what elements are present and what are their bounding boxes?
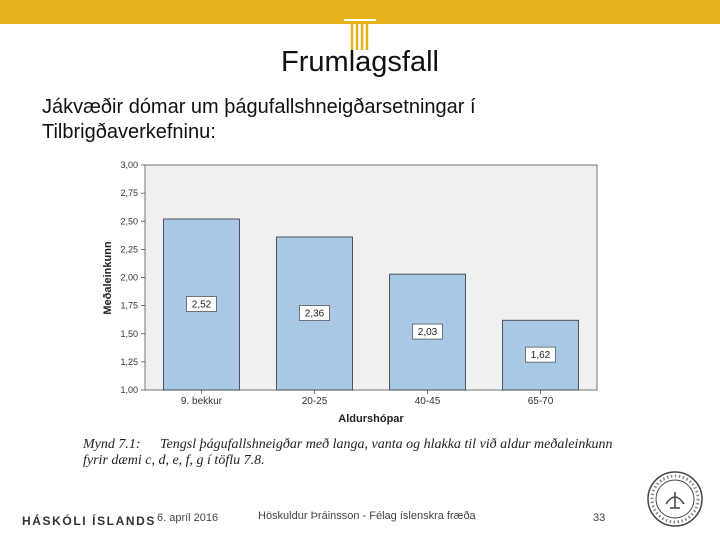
slide-subtitle: Jákvæðir dómar um þágufallshneigðarsetni… xyxy=(42,96,476,143)
y-tick-label: 2,25 xyxy=(120,244,138,254)
university-columns-logo xyxy=(342,16,378,50)
university-seal-icon xyxy=(647,471,703,527)
footer-author: Höskuldur Þráinsson - Félag íslenskra fr… xyxy=(258,510,476,522)
data-label-box xyxy=(299,305,330,321)
university-logo-text: HÁSKÓLI ÍSLANDS xyxy=(22,514,157,528)
caption-text: Tengsl þágufallshneigðar með langa, vant… xyxy=(83,437,613,468)
data-label-box xyxy=(186,296,217,312)
caption-lead: Mynd 7.1: xyxy=(83,437,141,452)
y-tick-label: 2,50 xyxy=(120,216,138,226)
x-tick-label: 9. bekkur xyxy=(181,396,223,407)
page-number: 33 xyxy=(593,512,606,524)
x-tick-label: 65-70 xyxy=(528,396,554,407)
y-axis-label: Meðaleinkunn xyxy=(102,241,114,315)
data-label: 2,03 xyxy=(418,327,438,338)
footer-date: 6. apríl 2016 xyxy=(157,512,219,524)
data-label: 2,36 xyxy=(305,309,325,320)
figure-caption: Mynd 7.1: Tengsl þágufallshneigðar með l… xyxy=(83,437,623,469)
y-tick-label: 2,75 xyxy=(120,188,138,198)
x-tick-label: 40-45 xyxy=(415,396,441,407)
data-label-box xyxy=(412,323,443,340)
y-tick-label: 3,00 xyxy=(120,160,138,170)
y-tick-label: 1,00 xyxy=(120,385,138,395)
data-label: 2,52 xyxy=(192,300,212,311)
x-tick-label: 20-25 xyxy=(302,396,328,407)
x-axis-label: Aldurshópar xyxy=(338,413,404,425)
data-label-box xyxy=(525,346,556,363)
y-tick-label: 1,50 xyxy=(120,329,138,339)
y-tick-label: 2,00 xyxy=(120,273,138,283)
slide-title: Frumlagsfall xyxy=(281,46,439,78)
y-tick-label: 1,75 xyxy=(120,301,138,311)
y-tick-label: 1,25 xyxy=(120,357,138,367)
bar-chart: Meðaleinkunn Aldurshópar 1,00 1,25 1,50 1,7… xyxy=(102,160,598,425)
data-label: 1,62 xyxy=(531,350,551,361)
